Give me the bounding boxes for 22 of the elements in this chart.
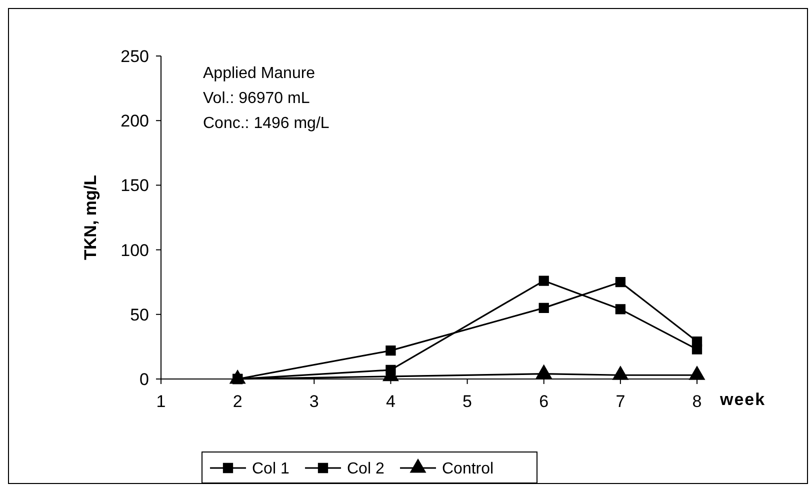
x-tick-label: 5 (462, 392, 472, 411)
x-tick-label: 2 (232, 392, 242, 411)
x-tick-label: 1 (156, 392, 166, 411)
legend-label: Col 2 (347, 460, 384, 478)
y-tick-label: 200 (120, 112, 149, 131)
legend-label: Col 1 (252, 460, 290, 478)
annotation: Applied Manure (203, 65, 316, 82)
annotation: Vol.: 96970 mL (203, 90, 310, 107)
y-axis-title: TKN, mg/L (81, 175, 100, 260)
x-axis-title: week (719, 390, 766, 409)
annotation: Conc.: 1496 mg/L (203, 115, 330, 132)
legend-label: Control (442, 460, 494, 478)
x-tick-label: 3 (309, 392, 319, 411)
x-tick-label: 7 (616, 392, 626, 411)
x-tick-label: 4 (386, 392, 396, 411)
y-tick-label: 150 (120, 176, 149, 196)
y-tick-label: 50 (130, 305, 149, 324)
x-tick-label: 8 (692, 392, 702, 411)
y-tick-label: 100 (120, 240, 149, 260)
y-tick-label: 250 (120, 46, 149, 66)
x-tick-label: 6 (539, 392, 549, 411)
y-tick-label: 0 (140, 370, 149, 389)
